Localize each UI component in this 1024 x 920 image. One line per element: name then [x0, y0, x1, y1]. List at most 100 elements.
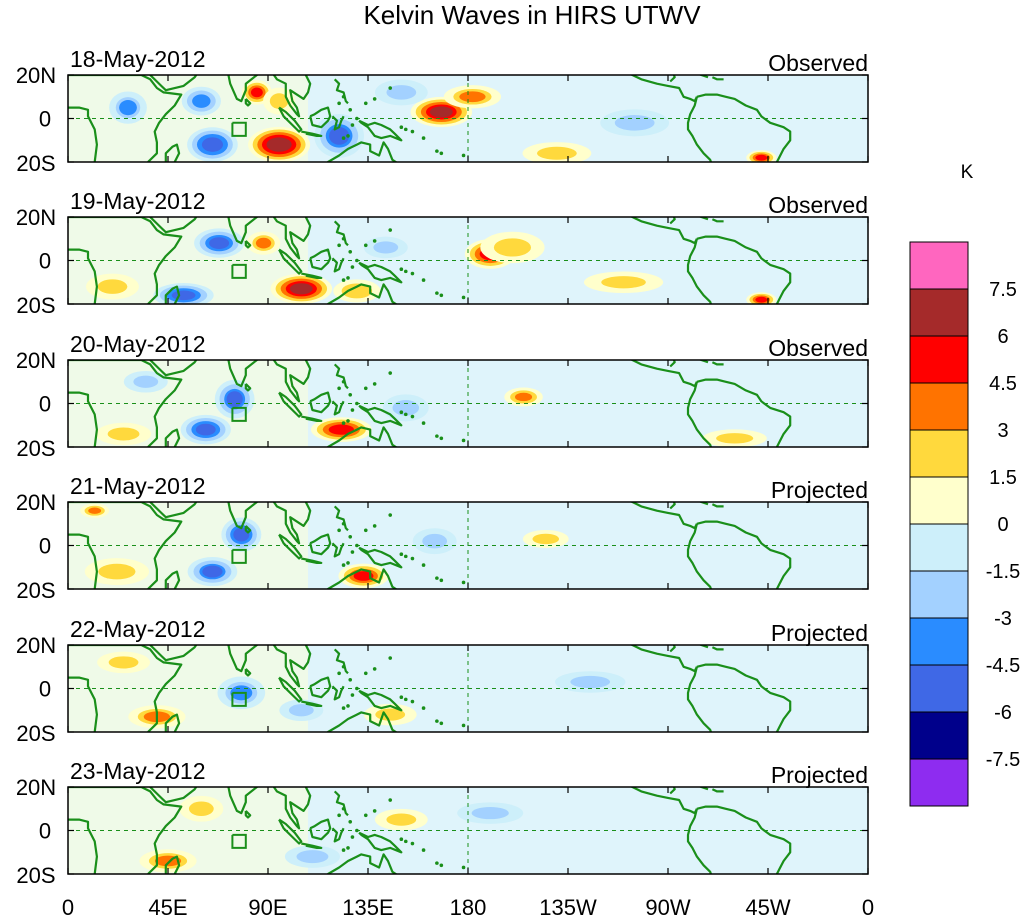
coastlines [68, 360, 792, 447]
island [435, 434, 439, 438]
island [461, 723, 466, 728]
island [350, 123, 355, 127]
coastline [629, 360, 698, 388]
island [435, 719, 439, 723]
colorbar-label: 1.5 [989, 467, 1017, 489]
contour-blob [373, 241, 399, 254]
island [410, 556, 415, 561]
colorbar: K 7.5 6 4.5 3 1.5 0 -1.5 -3 -4.5 -6 -7.5 [909, 162, 1020, 807]
lat-label: 20N [16, 775, 56, 800]
contour-blob [250, 87, 263, 98]
contour-blob [171, 290, 196, 301]
coastline [301, 415, 323, 422]
colorbar-swatch [909, 523, 969, 572]
island [337, 386, 341, 391]
coastline [331, 400, 345, 416]
island [439, 578, 444, 583]
island [337, 671, 341, 676]
coastline [227, 75, 259, 103]
contour-blob [329, 127, 350, 145]
coastline [164, 285, 181, 304]
island [439, 863, 444, 868]
colorbar-label: 3 [997, 420, 1008, 442]
coastline [272, 360, 312, 403]
contour-blob [202, 565, 223, 578]
coastline [68, 645, 183, 732]
contour-blob [755, 296, 768, 303]
island [435, 861, 439, 865]
coastline [164, 143, 181, 162]
coastline [358, 261, 403, 284]
contour-blob [429, 106, 453, 118]
island [461, 438, 466, 443]
coastline [325, 568, 398, 589]
lat-label: 20S [16, 721, 55, 746]
panel-date: 20-May-2012 [70, 331, 206, 357]
island [403, 269, 408, 274]
coastline [244, 810, 252, 819]
coastline [629, 787, 698, 815]
coastline [698, 645, 709, 649]
coastline [68, 106, 98, 162]
coastline [244, 240, 252, 249]
island [461, 295, 466, 300]
island [346, 276, 350, 280]
lon-label: 135E [342, 895, 393, 920]
island [439, 151, 444, 156]
contour-blob [88, 507, 102, 514]
island [461, 865, 466, 870]
contour-blob [329, 424, 354, 435]
lat-label: 0 [39, 677, 51, 702]
colorbar-swatch [909, 382, 969, 431]
island [403, 697, 408, 702]
contour-blob [386, 85, 417, 100]
panel-status: Observed [768, 192, 868, 218]
coastline [696, 93, 792, 162]
island [337, 243, 341, 248]
contour-blob [539, 147, 575, 160]
lat-label: 20S [16, 293, 55, 318]
coastline [358, 689, 403, 712]
coastline [309, 391, 332, 414]
coastline [278, 106, 303, 133]
lat-label: 0 [39, 819, 51, 844]
island [403, 127, 408, 132]
panel: 21-May-2012 Projected 20N 0 20S [16, 473, 869, 603]
coastline [244, 383, 252, 392]
island [346, 846, 350, 850]
region-box [231, 548, 247, 564]
coastline [301, 130, 323, 137]
island [403, 554, 408, 559]
coastline [68, 217, 183, 304]
lat-label: 0 [39, 534, 51, 559]
coastline [696, 520, 792, 589]
contour-blob [471, 807, 509, 820]
lon-label: 180 [450, 895, 487, 920]
panel-status: Projected [771, 620, 868, 646]
island [346, 561, 350, 565]
coastline [272, 217, 312, 260]
coastline [149, 645, 198, 662]
island [363, 386, 368, 391]
coastline [711, 361, 724, 366]
contour-blob [386, 813, 417, 826]
colorbar-label: -6 [994, 702, 1012, 724]
island [355, 686, 359, 691]
island [346, 134, 350, 138]
island [341, 664, 346, 669]
figure-title: Kelvin Waves in HIRS UTWV [363, 0, 701, 30]
island [341, 848, 346, 852]
contour-blob [353, 571, 374, 581]
coastline [669, 502, 676, 510]
coastline [669, 787, 676, 795]
colorbar-swatch [909, 758, 969, 807]
island [421, 706, 426, 710]
island [372, 524, 377, 528]
island [410, 129, 415, 134]
coastline [358, 831, 403, 854]
coastlines [68, 502, 792, 589]
coastline [358, 119, 403, 142]
island [350, 550, 355, 554]
island [435, 149, 439, 153]
coastline [358, 404, 403, 427]
